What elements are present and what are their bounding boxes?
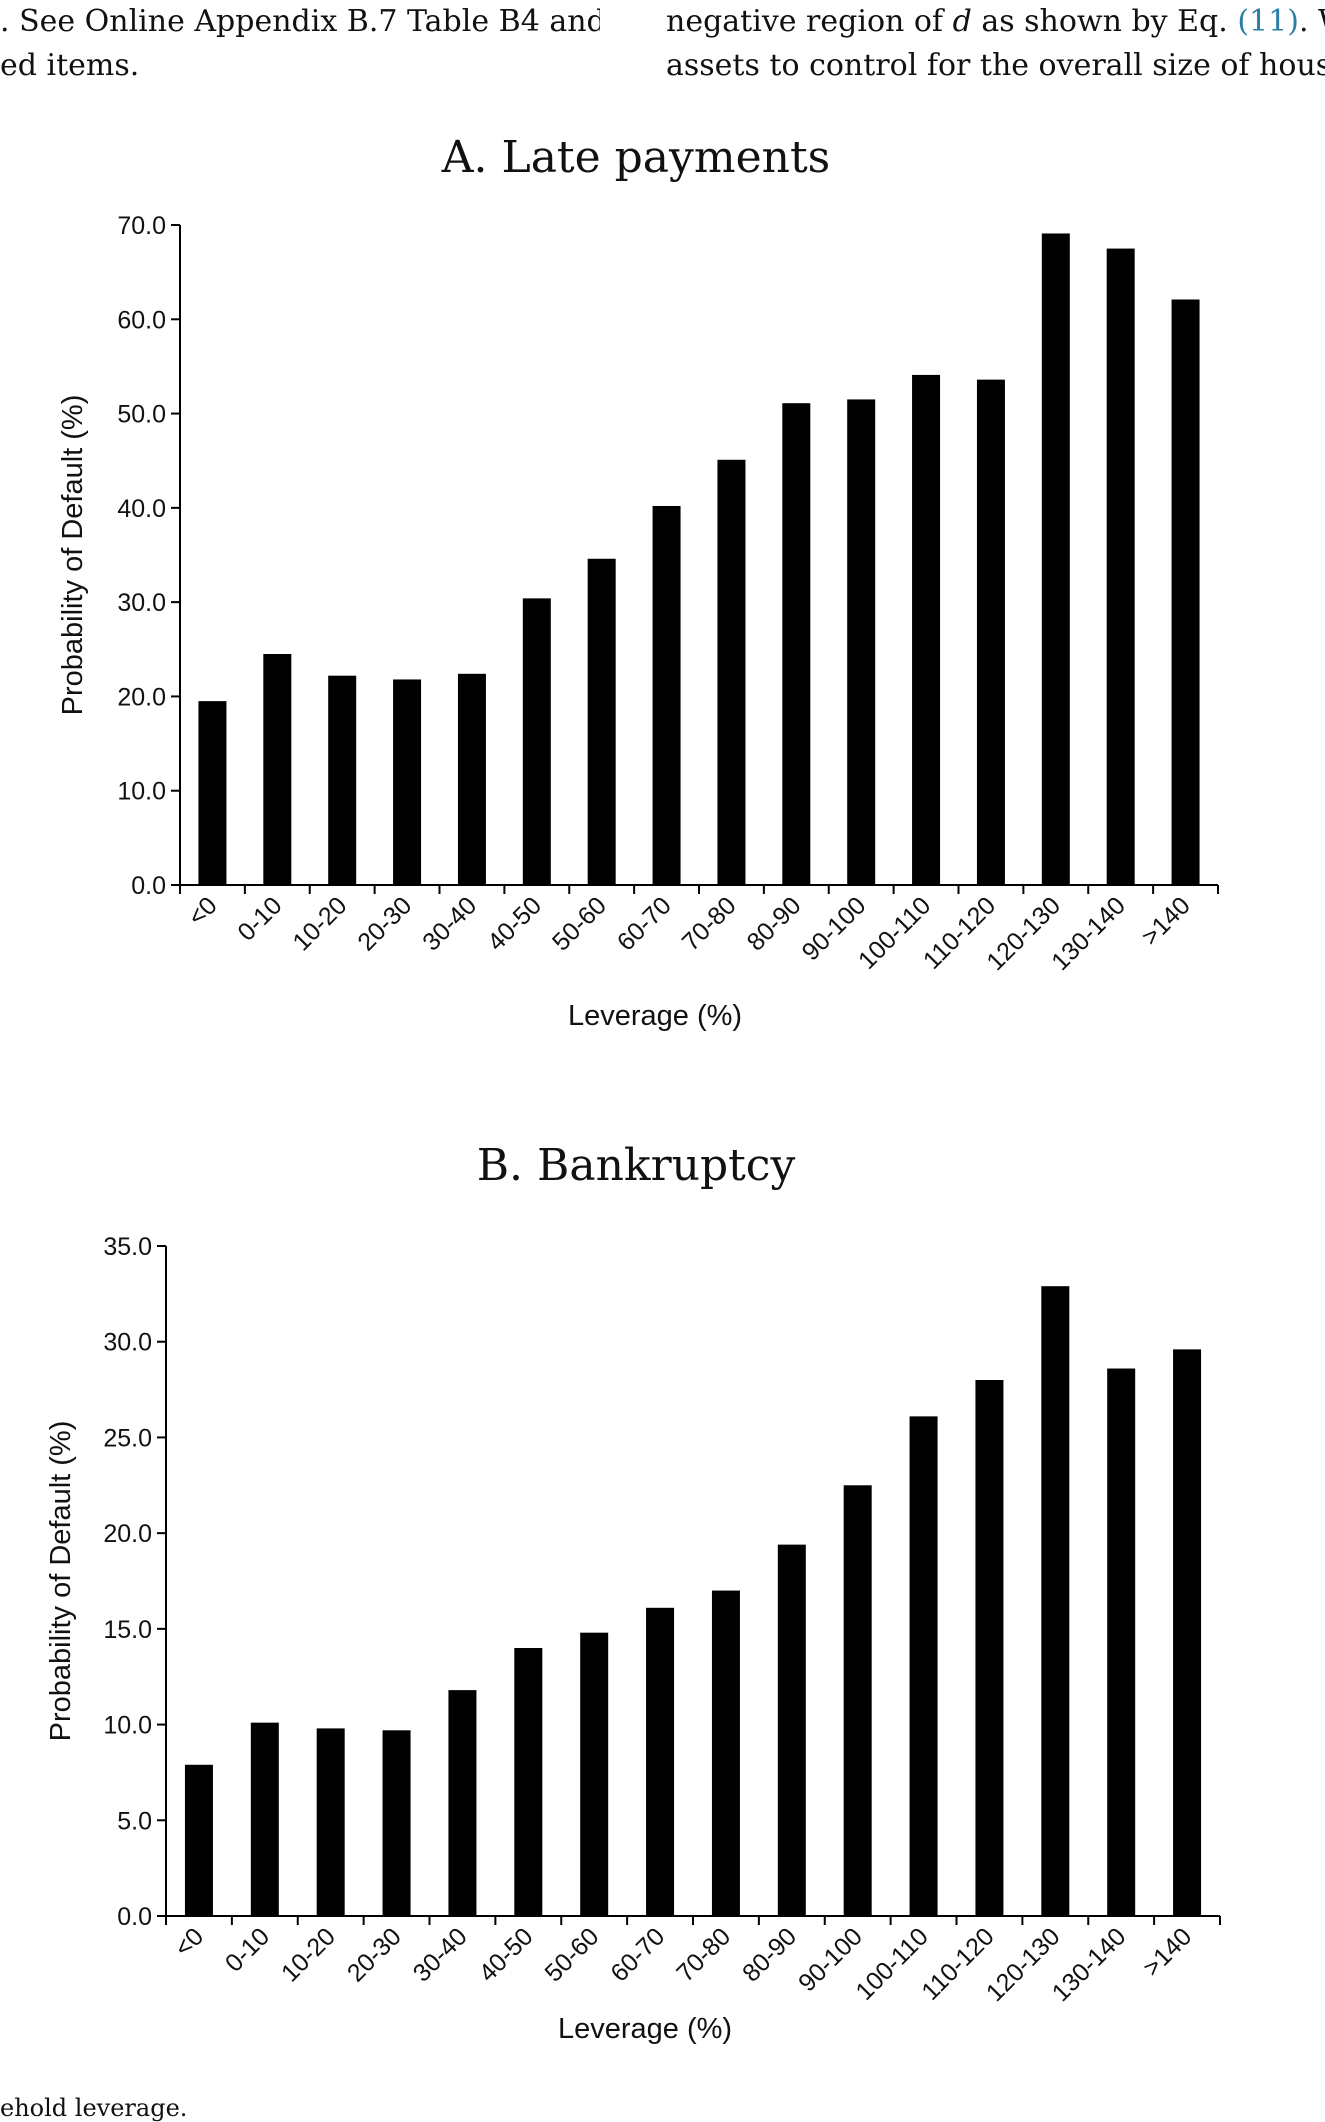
x-tick-label: 40-50: [474, 1922, 539, 1987]
chart-late-payments: A. Late payments 0.0 10.0 20.0 30.0 40.0 50.0 6…: [57, 132, 1219, 1032]
x-tick-label: <0: [183, 891, 223, 931]
bar-12: [976, 379, 1005, 885]
bar-4: [457, 673, 486, 885]
y-tick-label: 30.0: [117, 589, 166, 617]
bar-5: [522, 598, 551, 885]
bar-10: [847, 399, 876, 885]
bar-14: [1107, 1368, 1136, 1916]
x-tick-label: 20-30: [342, 1922, 407, 1987]
bar-9: [782, 403, 811, 885]
text-fragment: as shown by Eq.: [971, 4, 1238, 39]
y-tick-label: 5.0: [117, 1807, 152, 1835]
bar-3: [393, 679, 422, 885]
bar-8: [717, 459, 746, 885]
x-tick-label: 60-70: [612, 891, 677, 956]
y-tick-label: 15.0: [103, 1616, 152, 1644]
y-tick-label: 50.0: [117, 401, 166, 429]
y-tick-label: 0.0: [131, 872, 166, 900]
y-tick-label: 60.0: [117, 306, 166, 334]
y-tick-label: 40.0: [117, 495, 166, 523]
y-axis-label: Probability of Default (%): [57, 395, 89, 716]
y-tick-label: 30.0: [103, 1329, 152, 1357]
bar-0: [198, 701, 227, 885]
bar-13: [1041, 1286, 1070, 1916]
x-tick-label: 0-10: [232, 891, 287, 946]
bar-11: [912, 374, 941, 885]
bar-3: [382, 1730, 411, 1916]
equation-reference-link[interactable]: (11): [1237, 4, 1299, 39]
bar-15: [1171, 299, 1200, 885]
x-tick-label: >140: [1136, 891, 1196, 951]
x-tick-label: 130-140: [1047, 1922, 1132, 2007]
chart-title: B. Bankruptcy: [477, 1140, 796, 1191]
bar-4: [448, 1690, 477, 1916]
x-axis-label: Leverage (%): [568, 1000, 742, 1032]
body-text-right: negative region of d as shown by Eq. (11…: [666, 0, 1325, 88]
y-tick-label: 20.0: [103, 1520, 152, 1548]
bar-8: [711, 1590, 740, 1916]
bar-13: [1041, 233, 1070, 885]
x-tick-label: 20-30: [352, 891, 417, 956]
bar-0: [184, 1764, 213, 1916]
x-tick-label: >140: [1138, 1922, 1198, 1982]
body-text-right-line1: negative region of d as shown by Eq. (11…: [666, 0, 1325, 44]
x-tick-label: 100-110: [850, 1922, 933, 2005]
bar-6: [580, 1632, 609, 1916]
bar-7: [652, 505, 681, 885]
chart-title: A. Late payments: [441, 132, 831, 183]
bar-2: [328, 675, 357, 885]
bar-12: [975, 1380, 1004, 1916]
bar-7: [646, 1607, 675, 1916]
y-tick-label: 10.0: [103, 1712, 152, 1740]
y-axis-label: Probability of Default (%): [45, 1421, 77, 1742]
figure-caption-fragment: ehold leverage.: [0, 2094, 188, 2122]
text-fragment: . W: [1298, 4, 1325, 39]
body-text-left-line2: ed items.: [0, 48, 140, 83]
x-tick-label: 10-20: [287, 891, 352, 956]
bar-5: [514, 1648, 543, 1916]
bar-6: [587, 558, 616, 885]
x-tick-label: 60-70: [605, 1922, 670, 1987]
x-tick-label: 0-10: [220, 1922, 275, 1977]
bar-15: [1173, 1349, 1202, 1916]
x-tick-label: 50-60: [547, 891, 612, 956]
bar-2: [316, 1728, 345, 1916]
bar-11: [909, 1416, 938, 1916]
bar-9: [777, 1544, 806, 1916]
bar-1: [263, 654, 292, 885]
text-fragment: negative region of: [666, 4, 953, 39]
math-variable: d: [952, 4, 972, 39]
x-tick-label: 50-60: [539, 1922, 604, 1987]
chart-bankruptcy: B. Bankruptcy 0.0 5.0 10.0 15.0 20.0 25.0 30.0 3…: [45, 1140, 1221, 2045]
y-tick-label: 35.0: [103, 1233, 152, 1261]
x-tick-label: <0: [169, 1922, 209, 1962]
x-tick-label: 30-40: [408, 1922, 473, 1987]
y-tick-label: 20.0: [117, 683, 166, 711]
x-tick-label: 40-50: [482, 891, 547, 956]
body-text-left-line1: . See Online Appendix B.7 Table B4 and: [0, 4, 600, 39]
y-tick-label: 0.0: [117, 1903, 152, 1931]
body-text-right-line2: assets to control for the overall size o…: [666, 48, 1325, 83]
bar-1: [250, 1722, 279, 1916]
bar-10: [843, 1485, 872, 1916]
body-text-left: . See Online Appendix B.7 Table B4 and e…: [0, 0, 600, 88]
y-tick-label: 70.0: [117, 212, 166, 240]
x-tick-label: 10-20: [276, 1922, 341, 1987]
x-tick-label: 70-80: [677, 891, 742, 956]
x-tick-label: 30-40: [417, 891, 482, 956]
y-tick-label: 10.0: [117, 778, 166, 806]
x-tick-label: 70-80: [671, 1922, 736, 1987]
y-tick-label: 25.0: [103, 1424, 152, 1452]
bar-14: [1106, 248, 1135, 886]
x-axis-label: Leverage (%): [558, 2013, 732, 2045]
